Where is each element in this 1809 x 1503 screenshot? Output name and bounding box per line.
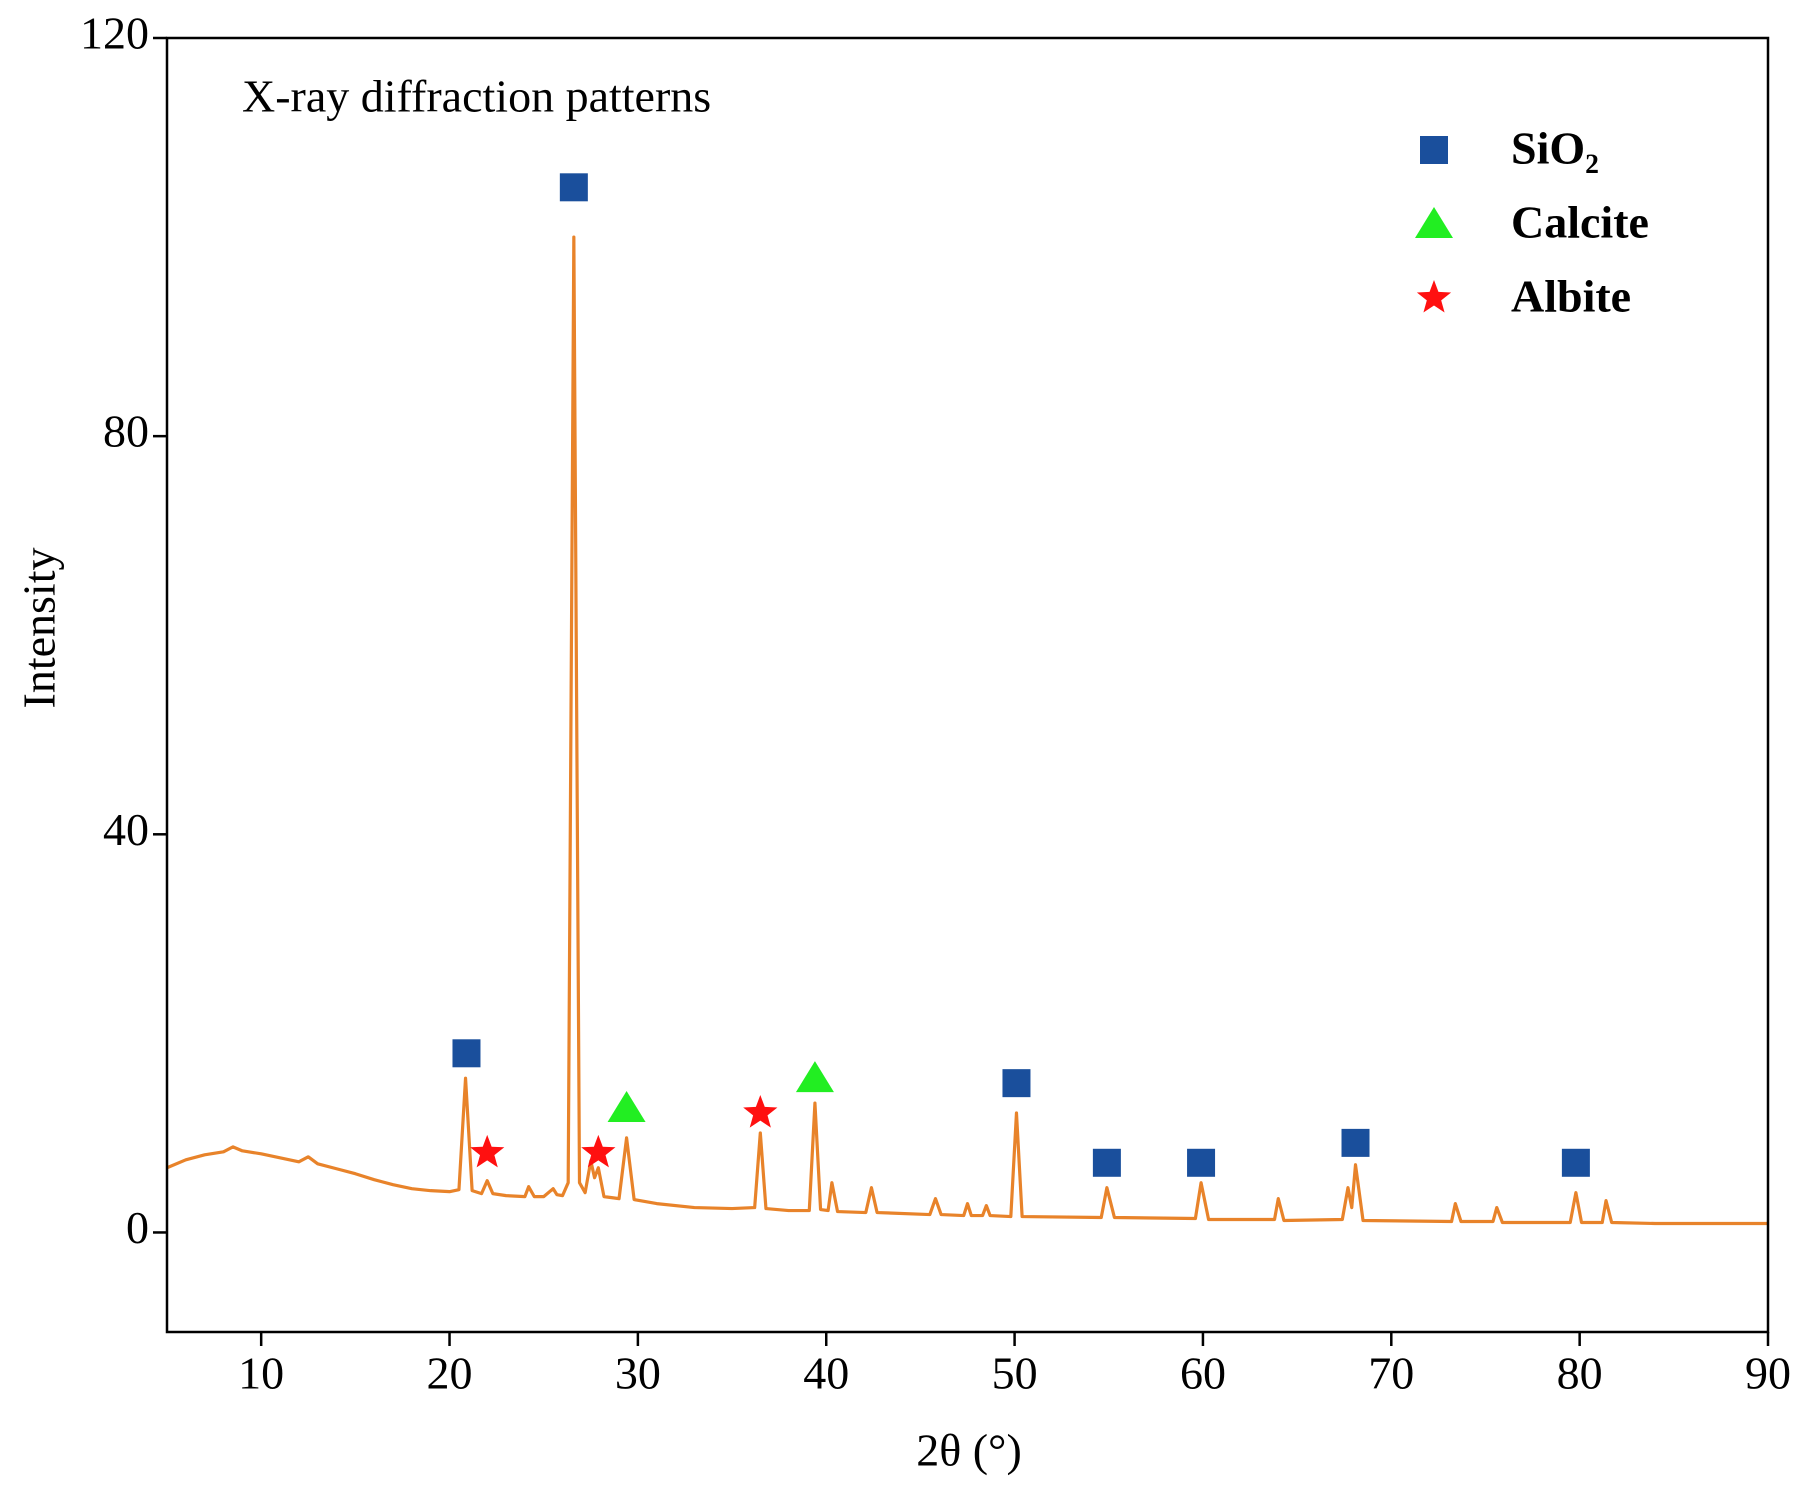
y-tick-label: 0 bbox=[126, 1202, 149, 1253]
y-tick-label: 40 bbox=[103, 804, 149, 855]
y-tick-label: 120 bbox=[80, 8, 149, 59]
x-tick-label: 90 bbox=[1745, 1348, 1791, 1399]
phase-marker bbox=[452, 1039, 481, 1068]
phase-marker bbox=[1341, 1128, 1370, 1157]
x-tick-label: 30 bbox=[615, 1348, 661, 1399]
data-line bbox=[167, 235, 1768, 1226]
x-tick-label: 20 bbox=[427, 1348, 473, 1399]
phase-marker bbox=[607, 1091, 646, 1123]
plot-frame bbox=[165, 36, 1770, 1334]
legend-symbol bbox=[1416, 280, 1452, 313]
x-tick-label: 50 bbox=[992, 1348, 1038, 1399]
x-tick-label: 40 bbox=[803, 1348, 849, 1399]
phase-marker bbox=[559, 173, 588, 202]
legend-symbol bbox=[1415, 207, 1453, 238]
y-axis-label: Intensity bbox=[14, 548, 65, 709]
legend-symbol bbox=[1420, 136, 1448, 164]
phase-marker bbox=[1092, 1148, 1121, 1177]
phase-marker bbox=[1561, 1148, 1590, 1177]
chart-annotation: X-ray diffraction patterns bbox=[242, 71, 711, 122]
phase-marker bbox=[470, 1134, 505, 1168]
x-tick-label: 70 bbox=[1368, 1348, 1414, 1399]
y-tick-label: 80 bbox=[103, 406, 149, 457]
legend-text: SiO₂ bbox=[1511, 123, 1599, 174]
phase-marker bbox=[1187, 1148, 1216, 1177]
legend-text: Albite bbox=[1511, 271, 1631, 322]
legend-text: Calcite bbox=[1511, 197, 1649, 248]
phase-marker bbox=[581, 1134, 616, 1168]
x-axis-label: 2θ (°) bbox=[916, 1425, 1022, 1476]
phase-marker bbox=[1002, 1069, 1031, 1098]
phase-marker bbox=[743, 1095, 778, 1128]
x-tick-label: 60 bbox=[1180, 1348, 1226, 1399]
phase-marker bbox=[795, 1061, 834, 1093]
x-tick-label: 10 bbox=[238, 1348, 284, 1399]
x-tick-label: 80 bbox=[1557, 1348, 1603, 1399]
